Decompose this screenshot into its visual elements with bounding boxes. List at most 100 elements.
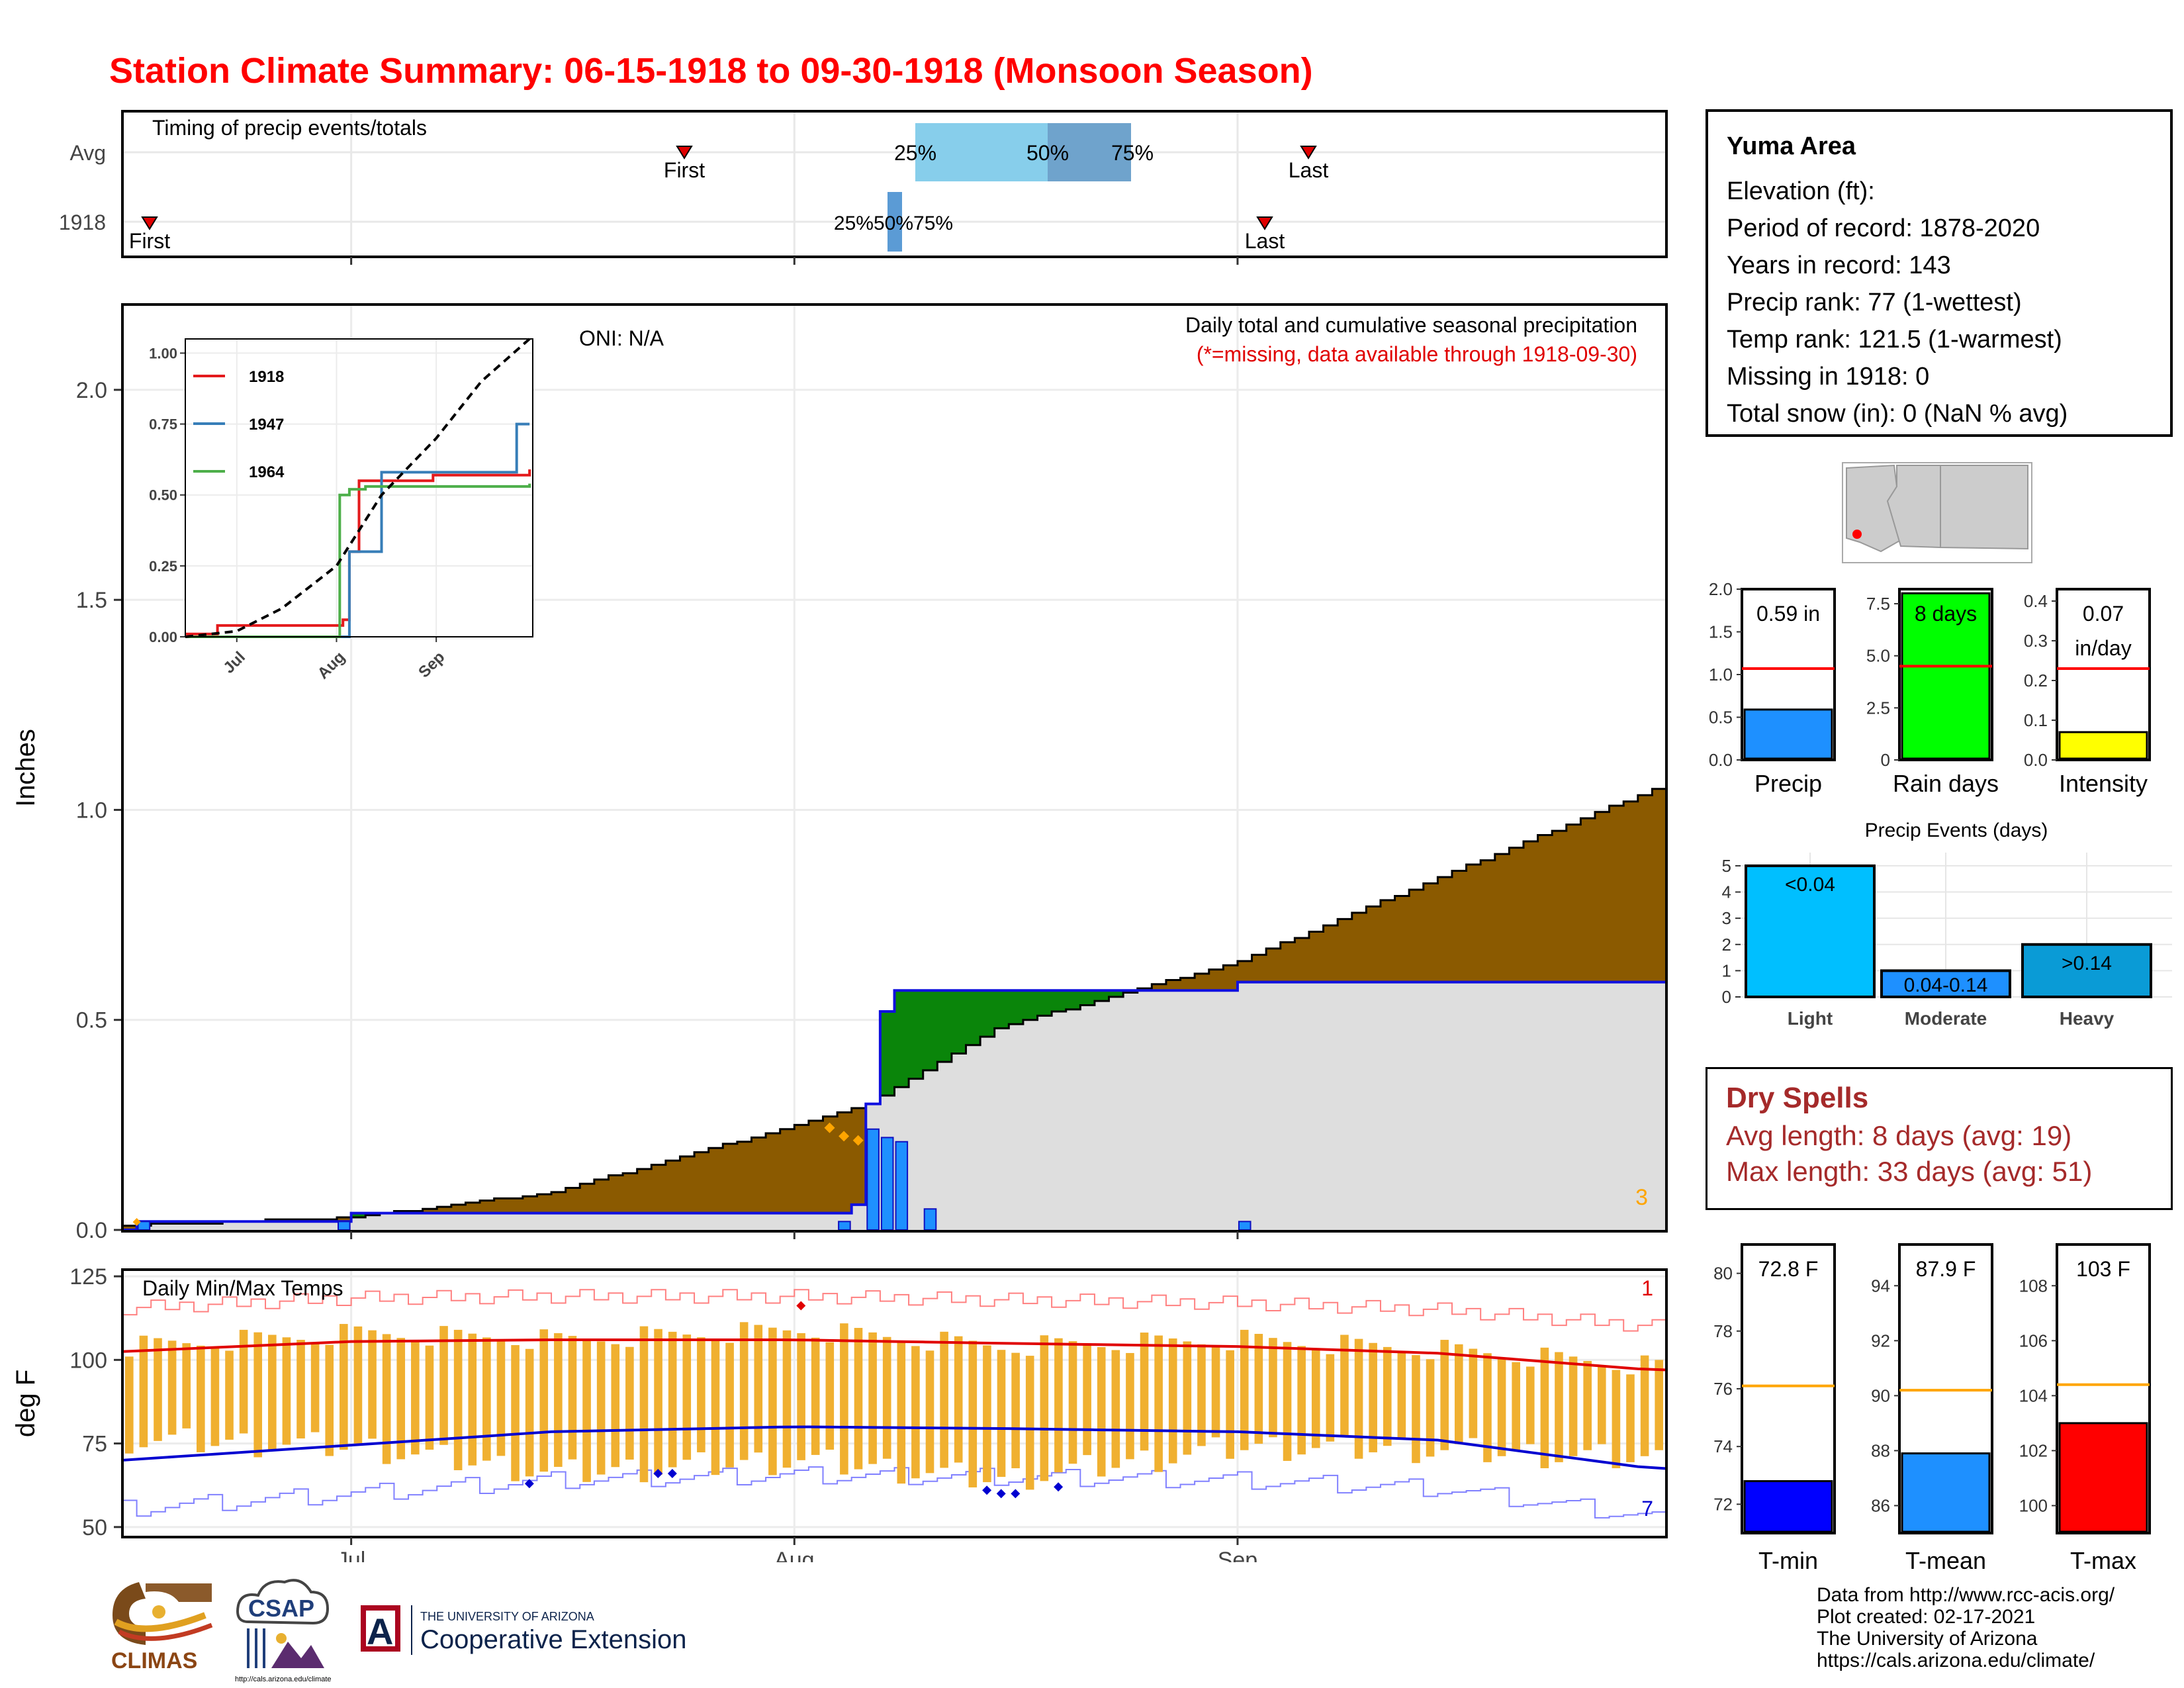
summary-y-tick: 2.0 bbox=[1709, 579, 1733, 599]
daily-temp-bar bbox=[1512, 1362, 1520, 1450]
ua-line1: THE UNIVERSITY OF ARIZONA bbox=[420, 1610, 594, 1623]
year-last-marker bbox=[1256, 216, 1273, 230]
temp-summary-y-tick: 102 bbox=[2019, 1440, 2048, 1460]
summary-y-tick: 0.4 bbox=[2024, 591, 2048, 611]
summary-y-tick: 5.0 bbox=[1866, 646, 1890, 666]
daily-temp-bar bbox=[1469, 1348, 1478, 1438]
daily-temp-bar bbox=[1068, 1341, 1077, 1464]
daily-temp-bar bbox=[1583, 1361, 1592, 1450]
daily-temp-bar bbox=[782, 1330, 792, 1468]
inset-x-tick: Sep bbox=[415, 648, 448, 681]
temp-summary-y-tick: 78 bbox=[1713, 1321, 1733, 1341]
avg-first-label: First bbox=[664, 158, 705, 182]
daily-temp-bar bbox=[1168, 1338, 1177, 1464]
daily-temp-bar bbox=[1326, 1354, 1335, 1442]
record-low-marker bbox=[1011, 1489, 1021, 1499]
temp-summary-y-tick: 106 bbox=[2019, 1331, 2048, 1350]
daily-temp-bar bbox=[682, 1335, 692, 1460]
daily-max-marker bbox=[824, 1122, 835, 1133]
summary-y-tick: 1.5 bbox=[1709, 622, 1733, 642]
daily-temp-bar bbox=[1569, 1356, 1578, 1456]
daily-temp-bar bbox=[340, 1324, 348, 1450]
temp-summary-label: T-mean bbox=[1905, 1547, 1986, 1574]
inset-frame bbox=[185, 338, 533, 637]
temp-summary-value: 103 F bbox=[2076, 1257, 2130, 1281]
record-low-marker bbox=[996, 1489, 1006, 1499]
daily-temp-bar bbox=[1240, 1329, 1249, 1450]
daily-temp-bar bbox=[225, 1350, 234, 1440]
avg-25-50-box bbox=[915, 123, 1048, 181]
daily-temp-bar bbox=[1354, 1338, 1363, 1459]
daily-temp-bar bbox=[840, 1323, 848, 1475]
avg-25-label: 25% bbox=[894, 141, 936, 165]
daily-temp-bar bbox=[1626, 1374, 1635, 1462]
summary-bar bbox=[1743, 708, 1833, 760]
events-y-tick: 3 bbox=[1722, 908, 1731, 928]
record-low-marker bbox=[982, 1485, 992, 1495]
temp-summary-y-tick: 94 bbox=[1871, 1276, 1890, 1295]
daily-temp-bar bbox=[1383, 1346, 1392, 1446]
events-y-tick: 1 bbox=[1722, 961, 1731, 980]
summary-y-tick: 0.0 bbox=[1709, 750, 1733, 770]
year-first-marker bbox=[141, 216, 158, 230]
series-1918-cumulative bbox=[122, 980, 1666, 1231]
inset-y-tick: 0.00 bbox=[149, 629, 177, 645]
daily-temp-bar bbox=[1297, 1346, 1306, 1455]
temp-summary-y-tick: 88 bbox=[1871, 1440, 1890, 1460]
daily-temp-bar bbox=[1226, 1350, 1234, 1459]
daily-temp-bar bbox=[496, 1341, 506, 1456]
daily-precip-bar bbox=[923, 1208, 937, 1231]
series-avg-cumulative bbox=[122, 788, 1666, 1227]
y-tick-label: 1.5 bbox=[76, 588, 107, 613]
summary-bar bbox=[2058, 731, 2148, 760]
below-both-area bbox=[122, 982, 1666, 1230]
period-text: Period of record: 1878-2020 bbox=[1727, 214, 2040, 242]
temp-summary-y-tick: 108 bbox=[2019, 1276, 2048, 1295]
daily-temp-bar bbox=[596, 1341, 606, 1475]
temp-summary-y-tick: 90 bbox=[1871, 1385, 1890, 1405]
ua-letter: A bbox=[367, 1611, 393, 1652]
temp-summary-bar bbox=[1743, 1480, 1833, 1533]
daily-temp-bar bbox=[1311, 1350, 1320, 1448]
footer-line: Data from http://www.rcc-acis.org/ bbox=[1817, 1584, 2115, 1606]
inset-x-tick: Jul bbox=[220, 648, 249, 677]
daily-temp-bar bbox=[1640, 1355, 1649, 1456]
daily-temp-bar bbox=[1597, 1365, 1606, 1444]
daily-max-marker bbox=[839, 1131, 850, 1142]
inset-y-tick: 1.00 bbox=[149, 345, 177, 361]
timing-chart: Timing of precip events/totals Avg 1918 25%… bbox=[59, 110, 1668, 265]
event-bar-label: 0.04-0.14 bbox=[1904, 974, 1988, 996]
x-tick-label: Aug bbox=[774, 1548, 815, 1562]
y-tick-label: 50 bbox=[82, 1515, 107, 1540]
daily-temp-bar bbox=[725, 1342, 734, 1468]
daily-temp-bar bbox=[468, 1333, 477, 1466]
daily-temp-bar bbox=[482, 1337, 491, 1461]
climas-logo: CLIMAS bbox=[111, 1582, 213, 1673]
dry-spells-max: Max length: 33 days (avg: 51) bbox=[1726, 1156, 2093, 1187]
daily-temp-bar bbox=[1083, 1344, 1091, 1456]
daily-temp-bar bbox=[825, 1342, 835, 1450]
elevation-text: Elevation (ft): bbox=[1727, 177, 1875, 205]
daily-temp-bar bbox=[511, 1344, 520, 1481]
legend-label: 1964 bbox=[249, 463, 285, 481]
event-category-label: Moderate bbox=[1905, 1008, 1987, 1029]
oni-label: ONI: N/A bbox=[579, 326, 664, 350]
temps-label: Daily Min/Max Temps bbox=[142, 1276, 343, 1300]
temps-chart: 50 75 100 125 Daily Min/Max Temps 1 7 deg F Jul A… bbox=[11, 1264, 1668, 1562]
daily-temp-bar bbox=[353, 1326, 363, 1444]
daily-temp-bar bbox=[1183, 1341, 1192, 1455]
summary-y-tick: 0.0 bbox=[2024, 750, 2048, 770]
daily-temp-bar bbox=[310, 1342, 320, 1432]
summary-y-tick: 0 bbox=[1881, 750, 1890, 770]
daily-temp-bar bbox=[711, 1340, 720, 1476]
daily-temp-bar bbox=[1555, 1352, 1563, 1462]
daily-temp-bar bbox=[1340, 1335, 1349, 1435]
legend-label: 1947 bbox=[249, 416, 284, 434]
csap-logo: CSAP http://cals.arizona.edu/climate bbox=[235, 1579, 332, 1683]
year-quartile-box bbox=[887, 192, 902, 252]
state-texas bbox=[1940, 465, 2028, 550]
daily-temp-bar bbox=[253, 1332, 263, 1458]
dry-spells-avg: Avg length: 8 days (avg: 19) bbox=[1726, 1120, 2072, 1151]
temp-summary-bars: 72 74 76 78 80 72.8 F T-min 86 88 90 92 94 87.9 F T-m… bbox=[1713, 1243, 2151, 1574]
inset-x-tick: Aug bbox=[314, 648, 349, 682]
